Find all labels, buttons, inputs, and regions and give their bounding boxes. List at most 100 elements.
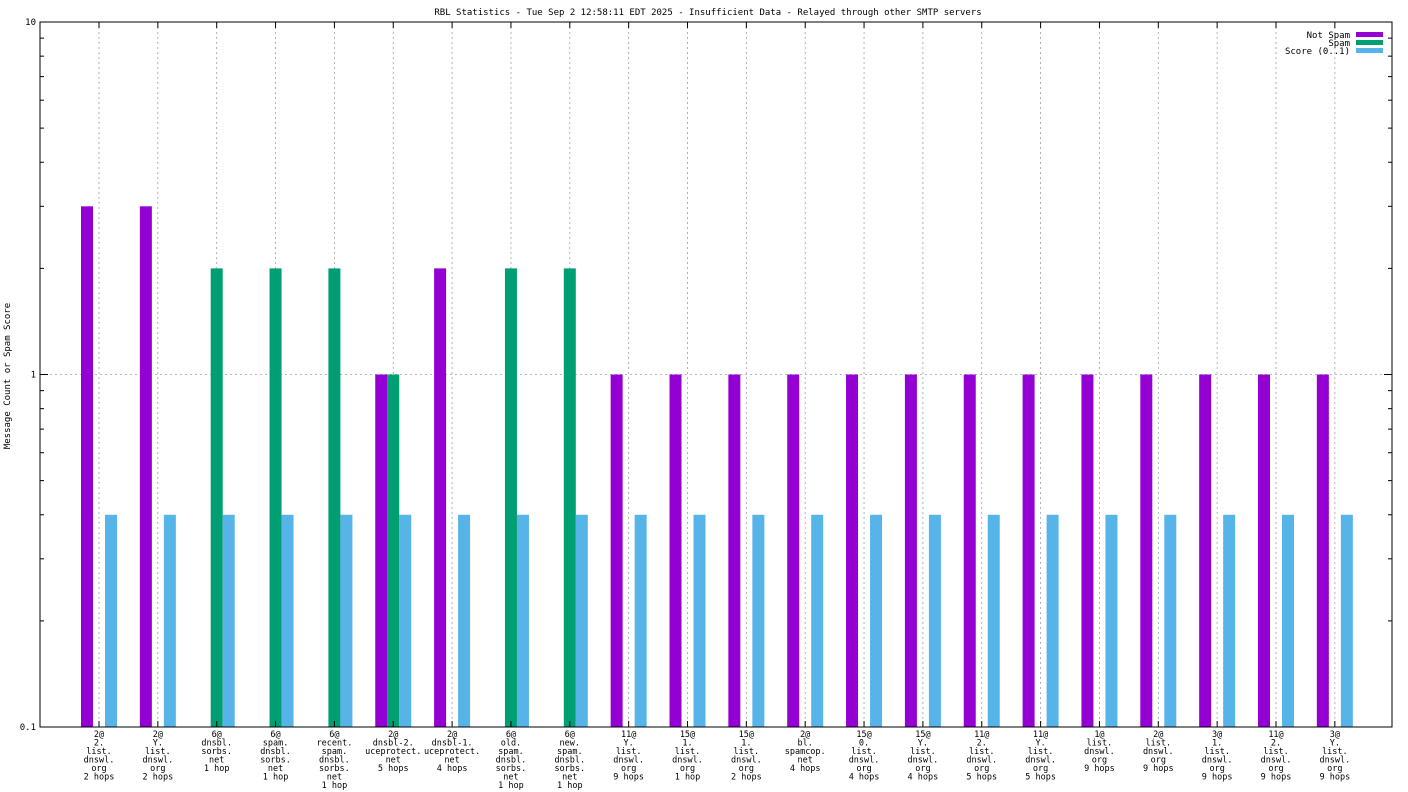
x-tick-label: 1@ list. dnswl. org 9 hops: [1084, 730, 1115, 774]
x-tick-label-line: dnswl.: [1261, 756, 1292, 766]
x-tick-label-line: 1.: [682, 739, 692, 749]
x-tick-label-line: org: [1209, 764, 1224, 774]
x-tick-label-line: 6@: [506, 730, 516, 740]
x-tick-label-line: list.: [86, 747, 112, 757]
x-tick-label-line: 2@: [94, 730, 104, 740]
bar-score-0-1: [1105, 514, 1118, 727]
y-tick-label: 1: [31, 371, 36, 381]
x-tick-label-line: 2 hops: [84, 773, 115, 783]
x-tick-label-line: list.: [851, 747, 877, 757]
x-tick-label-line: list.: [145, 747, 171, 757]
x-tick-label-line: 5 hops: [1025, 773, 1056, 783]
legend-swatch: [1356, 40, 1383, 45]
x-tick-label-line: dnsbl-1.: [432, 739, 473, 749]
x-tick-label-line: list.: [1146, 739, 1172, 749]
x-tick-label-line: 15@: [680, 730, 695, 740]
x-tick-label-line: 2@: [1153, 730, 1163, 740]
bar-not-spam: [787, 374, 800, 727]
x-tick-label-line: sorbs.: [554, 764, 585, 774]
x-tick-label-line: 6@: [565, 730, 575, 740]
x-tick-label-line: list.: [910, 747, 936, 757]
x-tick-label-line: 2@: [800, 730, 810, 740]
x-tick-label-line: list.: [675, 747, 701, 757]
x-tick-label-line: 11@: [1033, 730, 1048, 740]
x-tick-label-line: net: [444, 756, 459, 766]
bar-spam: [210, 268, 223, 727]
x-tick-label: 2@ list. dnswl. org 9 hops: [1143, 730, 1174, 774]
y-axis-label: Message Count or Spam Score: [3, 303, 13, 449]
bar-score-0-1: [458, 514, 471, 727]
legend-label: Spam: [1328, 39, 1350, 49]
bar-spam: [328, 268, 341, 727]
x-tick-label-line: dnswl.: [1084, 747, 1115, 757]
x-tick-label-line: 2@: [447, 730, 457, 740]
bar-not-spam: [728, 374, 741, 727]
chart-title: RBL Statistics - Tue Sep 2 12:58:11 EDT …: [434, 8, 981, 18]
x-tick-label-line: 4 hops: [790, 764, 821, 774]
x-tick-label-line: org: [856, 764, 871, 774]
x-tick-label-line: list.: [734, 747, 760, 757]
x-tick-label-line: org: [1268, 764, 1283, 774]
x-tick-label: 6@ dnsbl. sorbs. net 1 hop: [201, 730, 232, 774]
x-tick-label-line: list.: [1028, 747, 1054, 757]
legend-label: Score (0..1): [1285, 47, 1350, 57]
x-tick-label-line: dnswl.: [84, 756, 115, 766]
bar-not-spam: [375, 374, 388, 727]
bar-not-spam: [904, 374, 917, 727]
bar-score-0-1: [1340, 514, 1353, 727]
x-tick-label-line: net: [386, 756, 401, 766]
x-tick-label-line: uceprotect.: [424, 747, 480, 757]
x-tick-label-line: list.: [1087, 739, 1113, 749]
x-tick-label-line: 3@: [1330, 730, 1340, 740]
x-tick-label-line: dnswl.: [142, 756, 173, 766]
x-tick-label-line: 2.: [94, 739, 104, 749]
x-tick-label-line: org: [1092, 756, 1107, 766]
x-tick-label-line: net: [562, 773, 577, 783]
x-tick-label-line: dnswl.: [1202, 756, 1233, 766]
x-tick-label: 15@ 1. list. dnswl. org 1 hop: [672, 730, 703, 783]
x-tick-label-line: Y.: [624, 739, 634, 749]
x-tick-label-line: list.: [1263, 747, 1289, 757]
x-tick-label-line: 1 hop: [263, 773, 289, 783]
legend-swatch: [1356, 48, 1383, 53]
x-tick-label: 2@ dnsbl-1. uceprotect. net 4 hops: [424, 730, 480, 774]
y-tick-label: 0.1: [20, 723, 36, 733]
x-tick-label-line: 15@: [915, 730, 930, 740]
x-tick-label-line: 9 hops: [1084, 764, 1115, 774]
x-tick-label-line: dnswl.: [849, 756, 880, 766]
bar-spam: [387, 374, 400, 727]
bar-not-spam: [434, 268, 447, 727]
x-tick-label-line: org: [150, 764, 165, 774]
x-tick-label-line: Y.: [1035, 739, 1045, 749]
x-tick-label: 6@ new. spam. dnsbl. sorbs. net 1 hop: [554, 730, 585, 791]
x-tick-label-line: 1 hop: [675, 773, 701, 783]
x-tick-label-line: 0.: [859, 739, 869, 749]
x-tick-label: 6@ old. spam. dnsbl. sorbs. net 1 hop: [496, 730, 527, 791]
x-tick-label-line: sorbs.: [496, 764, 527, 774]
bar-score-0-1: [752, 514, 765, 727]
x-tick-label: 2@ bl. spamcop. net 4 hops: [785, 730, 826, 774]
x-tick-label-line: 6@: [270, 730, 280, 740]
x-tick-label-line: 5 hops: [966, 773, 997, 783]
x-tick-label-line: list.: [969, 747, 995, 757]
x-tick-label-line: org: [915, 764, 930, 774]
x-tick-label: 6@ spam. dnsbl. sorbs. net 1 hop: [260, 730, 291, 783]
x-tick-label-line: spamcop.: [785, 747, 826, 757]
bar-score-0-1: [1223, 514, 1236, 727]
bars-layer: [81, 206, 1353, 727]
bar-score-0-1: [516, 514, 529, 727]
bar-spam: [563, 268, 576, 727]
x-tick-label-line: org: [91, 764, 106, 774]
x-tick-label-line: sorbs.: [319, 764, 350, 774]
bar-not-spam: [1199, 374, 1212, 727]
bar-not-spam: [1022, 374, 1035, 727]
bar-score-0-1: [281, 514, 294, 727]
x-tick-label: 6@ recent. spam. dnsbl. sorbs. net 1 hop: [316, 730, 352, 791]
bar-not-spam: [1081, 374, 1094, 727]
x-tick-label-line: org: [621, 764, 636, 774]
x-tick-label-line: dnsbl.: [554, 756, 585, 766]
x-tick-label-line: 9 hops: [1319, 773, 1350, 783]
bar-not-spam: [963, 374, 976, 727]
